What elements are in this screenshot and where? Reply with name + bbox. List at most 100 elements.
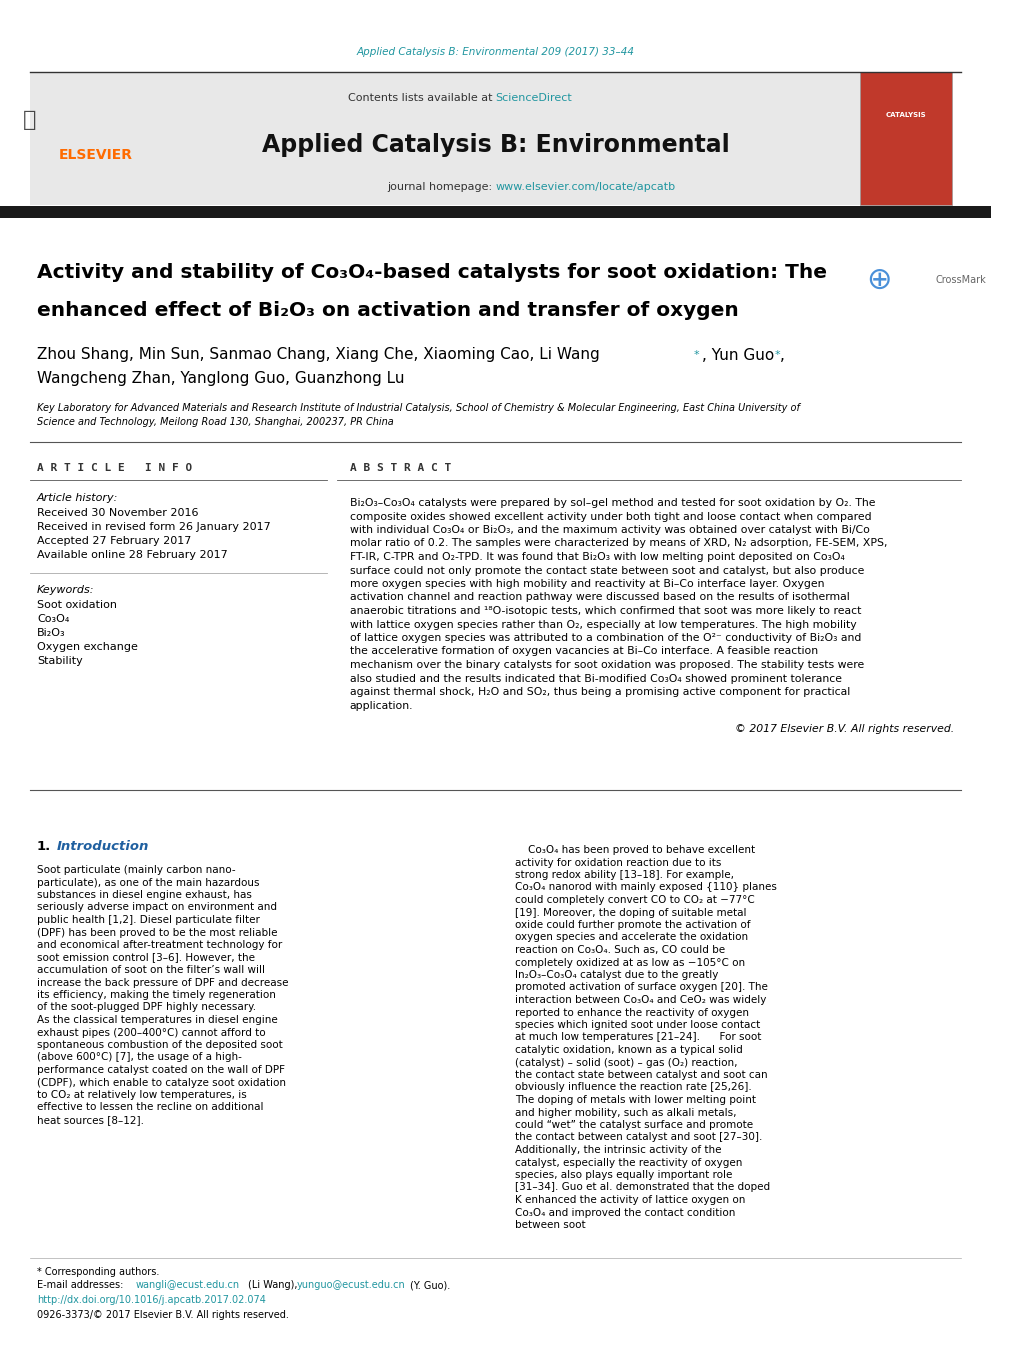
Text: performance catalyst coated on the wall of DPF: performance catalyst coated on the wall … xyxy=(37,1065,284,1075)
Text: enhanced effect of Bi₂O₃ on activation and transfer of oxygen: enhanced effect of Bi₂O₃ on activation a… xyxy=(37,300,738,319)
Text: [19]. Moreover, the doping of suitable metal: [19]. Moreover, the doping of suitable m… xyxy=(515,908,746,917)
Text: Bi₂O₃: Bi₂O₃ xyxy=(37,628,65,638)
Text: of lattice oxygen species was attributed to a combination of the O²⁻ conductivit: of lattice oxygen species was attributed… xyxy=(350,634,860,643)
Text: *: * xyxy=(693,350,699,359)
Text: application.: application. xyxy=(350,701,413,711)
Text: As the classical temperatures in diesel engine: As the classical temperatures in diesel … xyxy=(37,1015,277,1025)
Text: The doping of metals with lower melting point: The doping of metals with lower melting … xyxy=(515,1096,755,1105)
Text: Received 30 November 2016: Received 30 November 2016 xyxy=(37,508,199,517)
Text: (CDPF), which enable to catalyze soot oxidation: (CDPF), which enable to catalyze soot ox… xyxy=(37,1078,285,1088)
Text: 1.: 1. xyxy=(37,840,51,852)
Text: FT-IR, C-TPR and O₂-TPD. It was found that Bi₂O₃ with low melting point deposite: FT-IR, C-TPR and O₂-TPD. It was found th… xyxy=(350,553,844,562)
Text: 0926-3373/© 2017 Elsevier B.V. All rights reserved.: 0926-3373/© 2017 Elsevier B.V. All right… xyxy=(37,1310,288,1320)
Text: oxygen species and accelerate the oxidation: oxygen species and accelerate the oxidat… xyxy=(515,932,747,943)
Text: K enhanced the activity of lattice oxygen on: K enhanced the activity of lattice oxyge… xyxy=(515,1196,745,1205)
Text: Oxygen exchange: Oxygen exchange xyxy=(37,642,138,653)
Text: Available online 28 February 2017: Available online 28 February 2017 xyxy=(37,550,227,561)
Text: substances in diesel engine exhaust, has: substances in diesel engine exhaust, has xyxy=(37,890,252,900)
Text: with individual Co₃O₄ or Bi₂O₃, and the maximum activity was obtained over catal: with individual Co₃O₄ or Bi₂O₃, and the … xyxy=(350,526,869,535)
Text: (DPF) has been proved to be the most reliable: (DPF) has been proved to be the most rel… xyxy=(37,928,277,938)
Text: (Y. Guo).: (Y. Guo). xyxy=(410,1279,449,1290)
Text: could “wet” the catalyst surface and promote: could “wet” the catalyst surface and pro… xyxy=(515,1120,752,1129)
Text: ELSEVIER: ELSEVIER xyxy=(58,149,132,162)
Text: molar ratio of 0.2. The samples were characterized by means of XRD, N₂ adsorptio: molar ratio of 0.2. The samples were cha… xyxy=(350,539,887,549)
Text: effective to lessen the recline on additional: effective to lessen the recline on addit… xyxy=(37,1102,263,1112)
Text: Contents lists available at: Contents lists available at xyxy=(347,93,495,103)
Text: © 2017 Elsevier B.V. All rights reserved.: © 2017 Elsevier B.V. All rights reserved… xyxy=(734,724,953,734)
Text: wangli@ecust.edu.cn: wangli@ecust.edu.cn xyxy=(136,1279,239,1290)
Text: journal homepage:: journal homepage: xyxy=(386,182,495,192)
Text: activation channel and reaction pathway were discussed based on the results of i: activation channel and reaction pathway … xyxy=(350,593,849,603)
Text: surface could not only promote the contact state between soot and catalyst, but : surface could not only promote the conta… xyxy=(350,566,863,576)
Text: catalytic oxidation, known as a typical solid: catalytic oxidation, known as a typical … xyxy=(515,1046,742,1055)
Text: http://dx.doi.org/10.1016/j.apcatb.2017.02.074: http://dx.doi.org/10.1016/j.apcatb.2017.… xyxy=(37,1296,266,1305)
Text: spontaneous combustion of the deposited soot: spontaneous combustion of the deposited … xyxy=(37,1040,282,1050)
Text: mechanism over the binary catalysts for soot oxidation was proposed. The stabili: mechanism over the binary catalysts for … xyxy=(350,661,863,670)
Text: activity for oxidation reaction due to its: activity for oxidation reaction due to i… xyxy=(515,858,720,867)
Text: also studied and the results indicated that Bi-modified Co₃O₄ showed prominent t: also studied and the results indicated t… xyxy=(350,674,841,684)
Text: 🌳: 🌳 xyxy=(22,109,36,130)
FancyBboxPatch shape xyxy=(0,205,990,218)
Text: increase the back pressure of DPF and decrease: increase the back pressure of DPF and de… xyxy=(37,978,288,988)
Text: particulate), as one of the main hazardous: particulate), as one of the main hazardo… xyxy=(37,878,259,888)
Text: to CO₂ at relatively low temperatures, is: to CO₂ at relatively low temperatures, i… xyxy=(37,1090,247,1100)
Text: strong redox ability [13–18]. For example,: strong redox ability [13–18]. For exampl… xyxy=(515,870,734,880)
Text: ,: , xyxy=(780,347,785,362)
Text: (above 600°C) [7], the usage of a high-: (above 600°C) [7], the usage of a high- xyxy=(37,1052,242,1062)
Text: *: * xyxy=(773,350,780,359)
Text: reported to enhance the reactivity of oxygen: reported to enhance the reactivity of ox… xyxy=(515,1008,748,1017)
Text: yunguo@ecust.edu.cn: yunguo@ecust.edu.cn xyxy=(297,1279,405,1290)
Text: CATALYSIS: CATALYSIS xyxy=(884,112,925,118)
Text: against thermal shock, H₂O and SO₂, thus being a promising active component for : against thermal shock, H₂O and SO₂, thus… xyxy=(350,688,849,697)
Text: heat sources [8–12].: heat sources [8–12]. xyxy=(37,1115,144,1125)
Text: (catalyst) – solid (soot) – gas (O₂) reaction,: (catalyst) – solid (soot) – gas (O₂) rea… xyxy=(515,1058,737,1067)
Text: Wangcheng Zhan, Yanglong Guo, Guanzhong Lu: Wangcheng Zhan, Yanglong Guo, Guanzhong … xyxy=(37,370,404,385)
Text: Additionally, the intrinsic activity of the: Additionally, the intrinsic activity of … xyxy=(515,1146,720,1155)
Text: accumulation of soot on the filter’s wall will: accumulation of soot on the filter’s wal… xyxy=(37,965,265,975)
Text: E-mail addresses:: E-mail addresses: xyxy=(37,1279,126,1290)
Text: more oxygen species with high mobility and reactivity at Bi–Co interface layer. : more oxygen species with high mobility a… xyxy=(350,580,823,589)
Text: A R T I C L E   I N F O: A R T I C L E I N F O xyxy=(37,463,192,473)
Text: www.elsevier.com/locate/apcatb: www.elsevier.com/locate/apcatb xyxy=(495,182,675,192)
Text: In₂O₃–Co₃O₄ catalyst due to the greatly: In₂O₃–Co₃O₄ catalyst due to the greatly xyxy=(515,970,717,979)
Text: reaction on Co₃O₄. Such as, CO could be: reaction on Co₃O₄. Such as, CO could be xyxy=(515,944,725,955)
Text: obviously influence the reaction rate [25,26].: obviously influence the reaction rate [2… xyxy=(515,1082,751,1093)
Text: between soot: between soot xyxy=(515,1220,585,1229)
Text: Applied Catalysis B: Environmental 209 (2017) 33–44: Applied Catalysis B: Environmental 209 (… xyxy=(357,47,634,57)
Text: and economical after-treatment technology for: and economical after-treatment technolog… xyxy=(37,940,282,950)
Text: completely oxidized at as low as −105°C on: completely oxidized at as low as −105°C … xyxy=(515,958,744,967)
Text: ScienceDirect: ScienceDirect xyxy=(495,93,572,103)
Text: Bi₂O₃–Co₃O₄ catalysts were prepared by sol–gel method and tested for soot oxidat: Bi₂O₃–Co₃O₄ catalysts were prepared by s… xyxy=(350,499,874,508)
Text: catalyst, especially the reactivity of oxygen: catalyst, especially the reactivity of o… xyxy=(515,1158,742,1167)
Text: Soot particulate (mainly carbon nano-: Soot particulate (mainly carbon nano- xyxy=(37,865,235,875)
Text: Accepted 27 February 2017: Accepted 27 February 2017 xyxy=(37,536,192,546)
Text: Applied Catalysis B: Environmental: Applied Catalysis B: Environmental xyxy=(262,132,729,157)
Text: Co₃O₄ has been proved to behave excellent: Co₃O₄ has been proved to behave excellen… xyxy=(515,844,754,855)
Text: the contact between catalyst and soot [27–30].: the contact between catalyst and soot [2… xyxy=(515,1132,761,1143)
Text: public health [1,2]. Diesel particulate filter: public health [1,2]. Diesel particulate … xyxy=(37,915,260,925)
Text: Keywords:: Keywords: xyxy=(37,585,95,594)
Text: promoted activation of surface oxygen [20]. The: promoted activation of surface oxygen [2… xyxy=(515,982,767,993)
Text: Article history:: Article history: xyxy=(37,493,118,503)
FancyBboxPatch shape xyxy=(30,72,866,205)
Text: Activity and stability of Co₃O₄-based catalysts for soot oxidation: The: Activity and stability of Co₃O₄-based ca… xyxy=(37,262,826,281)
Text: [31–34]. Guo et al. demonstrated that the doped: [31–34]. Guo et al. demonstrated that th… xyxy=(515,1182,769,1193)
Text: , Yun Guo: , Yun Guo xyxy=(701,347,773,362)
Text: with lattice oxygen species rather than O₂, especially at low temperatures. The : with lattice oxygen species rather than … xyxy=(350,620,856,630)
Text: Introduction: Introduction xyxy=(56,840,149,852)
Text: interaction between Co₃O₄ and CeO₂ was widely: interaction between Co₃O₄ and CeO₂ was w… xyxy=(515,994,765,1005)
Text: Co₃O₄ and improved the contact condition: Co₃O₄ and improved the contact condition xyxy=(515,1208,735,1217)
Text: the contact state between catalyst and soot can: the contact state between catalyst and s… xyxy=(515,1070,767,1079)
Text: A B S T R A C T: A B S T R A C T xyxy=(350,463,450,473)
Text: species, also plays equally important role: species, also plays equally important ro… xyxy=(515,1170,732,1179)
Text: anaerobic titrations and ¹⁸O-isotopic tests, which confirmed that soot was more : anaerobic titrations and ¹⁸O-isotopic te… xyxy=(350,607,860,616)
Text: ⊕: ⊕ xyxy=(866,266,892,295)
Text: Key Laboratory for Advanced Materials and Research Institute of Industrial Catal: Key Laboratory for Advanced Materials an… xyxy=(37,403,799,413)
Text: Science and Technology, Meilong Road 130, Shanghai, 200237, PR China: Science and Technology, Meilong Road 130… xyxy=(37,417,393,427)
Text: Stability: Stability xyxy=(37,657,83,666)
FancyBboxPatch shape xyxy=(859,72,952,205)
Text: the accelerative formation of oxygen vacancies at Bi–Co interface. A feasible re: the accelerative formation of oxygen vac… xyxy=(350,647,817,657)
Text: (Li Wang),: (Li Wang), xyxy=(248,1279,300,1290)
Text: Co₃O₄ nanorod with mainly exposed {110} planes: Co₃O₄ nanorod with mainly exposed {110} … xyxy=(515,882,776,893)
Text: Received in revised form 26 January 2017: Received in revised form 26 January 2017 xyxy=(37,521,270,532)
